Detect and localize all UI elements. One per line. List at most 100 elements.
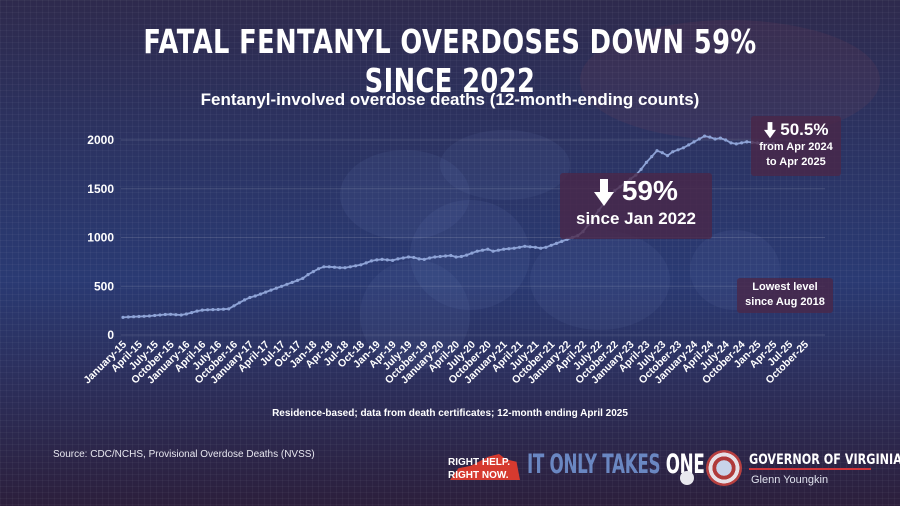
data-point (517, 245, 522, 249)
data-point (644, 160, 649, 164)
data-point (274, 286, 278, 290)
callout-lowest-level: Lowest level since Aug 2018 (737, 278, 833, 313)
data-point (665, 154, 670, 158)
data-point (729, 141, 733, 145)
data-point (417, 257, 421, 261)
series-line (122, 135, 774, 319)
chart-title: Fentanyl-involved overdose deaths (12-mo… (200, 90, 700, 109)
data-point (560, 239, 564, 243)
data-point (428, 256, 432, 260)
data-point (718, 136, 723, 140)
data-point (443, 254, 448, 258)
data-point (248, 295, 252, 300)
data-point (264, 290, 268, 294)
data-point (692, 140, 696, 144)
y-tick-label: 0 (107, 328, 114, 342)
data-point (221, 307, 225, 311)
data-point (359, 263, 363, 267)
data-point (480, 248, 485, 252)
it-only-takes-one-logo: IT ONLY TAKES ONE (527, 449, 705, 480)
y-axis-ticks: 0 500 1000 1500 2000 (87, 133, 114, 342)
data-point (132, 315, 136, 319)
data-point (391, 258, 395, 262)
y-tick-label: 500 (94, 279, 114, 293)
down-arrow-icon (594, 178, 615, 206)
data-point (745, 140, 749, 144)
x-axis-ticks: January-15April-15July-15October-15Janua… (81, 339, 811, 387)
data-point (258, 292, 263, 296)
callout-line-1: Lowest level (752, 281, 818, 293)
data-point (301, 276, 305, 280)
data-point (290, 280, 294, 284)
data-point (554, 241, 559, 245)
data-point (491, 249, 495, 253)
data-point (174, 313, 178, 317)
y-tick-label: 1000 (87, 231, 114, 245)
page-title: FATAL FENTANYL OVERDOSES DOWN 59% SINCE … (143, 22, 757, 100)
data-point (163, 312, 167, 317)
data-point (348, 265, 352, 269)
data-point (650, 155, 654, 159)
data-point (121, 315, 125, 319)
data-point (137, 314, 141, 319)
data-point (317, 267, 321, 271)
data-point (216, 307, 220, 312)
data-point (364, 261, 368, 265)
data-point (496, 248, 500, 252)
gridlines (121, 139, 825, 336)
data-point (396, 257, 400, 261)
data-point (232, 304, 236, 308)
data-point (475, 249, 479, 253)
data-point (549, 243, 553, 247)
data-point (713, 137, 717, 141)
data-point (253, 294, 257, 298)
data-point (385, 258, 389, 262)
data-point (660, 151, 664, 155)
data-point (343, 266, 347, 270)
data-point (687, 143, 691, 147)
data-point (412, 255, 416, 260)
callout-line-2: to Apr 2025 (766, 156, 826, 168)
callout-line-2: since Aug 2018 (745, 296, 825, 308)
governor-title: GOVERNOR OF VIRGINIA (749, 452, 900, 468)
data-point (539, 246, 543, 250)
virginia-seal-icon (706, 450, 742, 486)
data-point (449, 253, 453, 258)
data-point (369, 259, 374, 263)
callout-value: 50.5% (780, 120, 829, 139)
data-point (676, 148, 680, 152)
data-point (306, 273, 310, 277)
divider (749, 468, 871, 470)
data-point (322, 265, 326, 269)
data-point (311, 270, 315, 274)
data-point (401, 256, 405, 260)
data-point (681, 146, 686, 150)
data-point (237, 301, 241, 305)
data-point (507, 247, 511, 251)
data-point (708, 135, 712, 139)
data-point (465, 253, 469, 257)
callout-59-percent: 59% since Jan 2022 (560, 173, 712, 239)
data-point (486, 247, 490, 251)
y-tick-label: 1500 (87, 182, 114, 196)
callout-50-5-percent: 50.5% from Apr 2024 to Apr 2025 (751, 116, 841, 176)
down-arrow-icon (763, 122, 776, 139)
data-point (206, 308, 210, 312)
data-point (528, 245, 532, 249)
data-point (375, 258, 379, 262)
data-point (655, 149, 659, 153)
logo-text-part-1: IT ONLY TAKES (527, 449, 666, 480)
data-point (406, 255, 411, 259)
data-point (158, 313, 162, 317)
data-point (533, 245, 538, 249)
data-point (433, 255, 437, 259)
data-point (142, 314, 146, 318)
data-point (470, 251, 474, 255)
data-point (285, 282, 289, 286)
data-point (332, 265, 337, 269)
data-point (671, 150, 675, 154)
data-point (734, 142, 738, 146)
data-point (703, 134, 707, 138)
logo-line-1: RIGHT HELP. (448, 457, 511, 468)
